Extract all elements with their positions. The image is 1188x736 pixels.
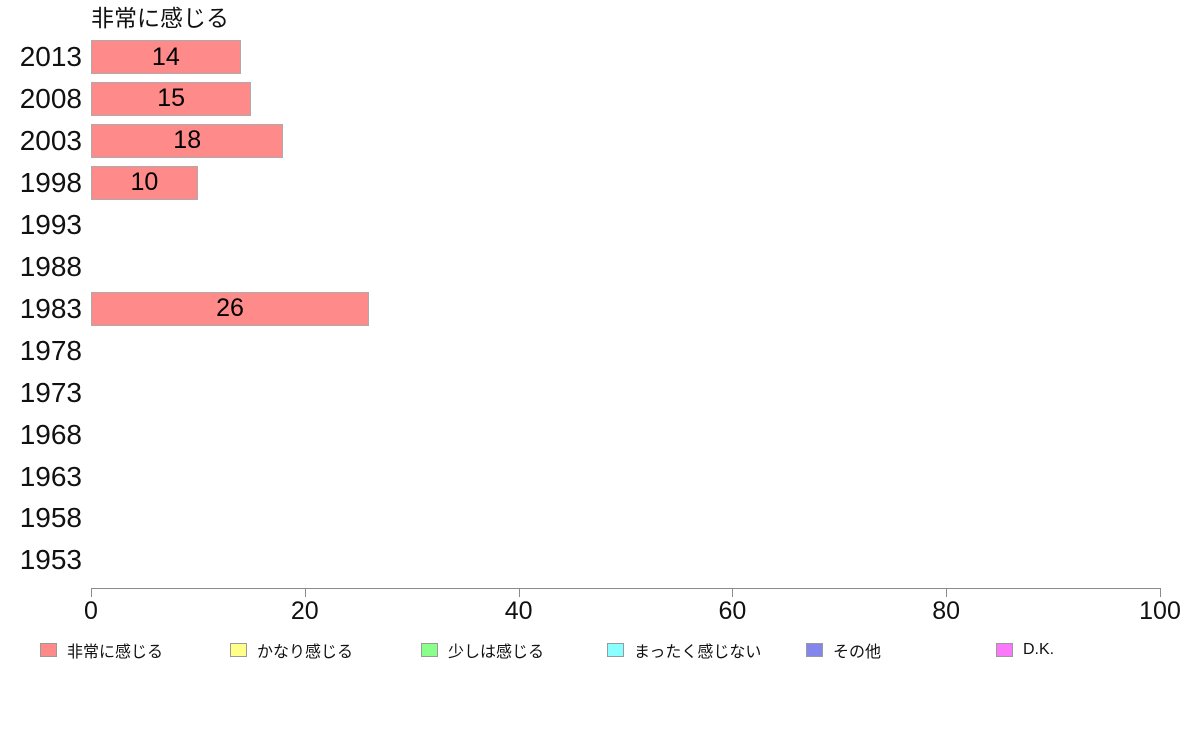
chart-row: 2008 15 — [0, 78, 1188, 120]
chart-row: 1958 — [0, 497, 1188, 539]
legend-label: 非常に感じる — [67, 644, 164, 661]
bar-value-label: 14 — [151, 42, 180, 71]
x-axis-tick-label: 80 — [932, 597, 961, 625]
legend-swatch-icon — [40, 643, 57, 657]
x-axis-tick — [732, 588, 734, 597]
legend-label: D.K. — [1023, 641, 1055, 658]
year-tick-label: 2008 — [19, 82, 82, 114]
legend-label: その他 — [833, 644, 882, 661]
bar-非常に感じる: 18 — [91, 123, 284, 158]
legend-swatch-icon — [607, 643, 624, 657]
bar-非常に感じる: 26 — [91, 291, 369, 326]
legend-swatch-icon — [421, 643, 438, 657]
x-axis-tick — [946, 588, 948, 597]
year-tick-label: 1978 — [19, 334, 82, 366]
legend: 非常に感じる かなり感じる 少しは感じる まったく感じない その他 D.K. — [0, 640, 1188, 662]
legend-label: 少しは感じる — [448, 644, 545, 661]
year-tick-label: 2003 — [19, 124, 82, 156]
chart-row: 1983 26 — [0, 288, 1188, 330]
year-tick-label: 1963 — [19, 460, 82, 492]
legend-item: 少しは感じる — [421, 640, 545, 661]
x-axis-tick — [304, 588, 306, 597]
chart-row: 2013 14 — [0, 36, 1188, 78]
year-tick-label: 1988 — [19, 250, 82, 282]
year-tick-label: 1983 — [19, 292, 82, 324]
bar-value-label: 10 — [130, 168, 159, 197]
legend-swatch-icon — [996, 643, 1013, 657]
legend-item: かなり感じる — [230, 640, 354, 661]
year-tick-label: 1953 — [19, 544, 82, 576]
x-axis-tick — [518, 588, 520, 597]
bar-value-label: 15 — [157, 84, 186, 113]
bar-value-label: 26 — [216, 294, 244, 323]
chart-row: 1993 — [0, 204, 1188, 246]
chart-row: 1968 — [0, 414, 1188, 456]
chart-row: 1973 — [0, 372, 1188, 414]
chart-row: 1963 — [0, 456, 1188, 498]
bar-非常に感じる: 14 — [91, 40, 241, 74]
chart-row: 1953 — [0, 539, 1188, 581]
chart-row: 2003 18 — [0, 120, 1188, 162]
year-tick-label: 1973 — [19, 376, 82, 408]
x-axis-tick-label: 20 — [290, 597, 319, 625]
chart-title: 非常に感じる — [91, 5, 229, 31]
year-tick-label: 1968 — [19, 418, 82, 450]
year-tick-label: 1993 — [19, 208, 82, 240]
chart-row: 1978 — [0, 330, 1188, 372]
legend-label: かなり感じる — [257, 644, 354, 661]
year-tick-label: 1998 — [19, 166, 82, 198]
bar-非常に感じる: 15 — [91, 81, 252, 116]
chart-row: 1998 10 — [0, 162, 1188, 204]
x-axis-tick-label: 60 — [718, 597, 747, 625]
legend-swatch-icon — [230, 643, 247, 657]
x-axis-tick-label: 40 — [504, 597, 533, 625]
x-axis-tick — [1160, 588, 1161, 597]
year-tick-label: 2013 — [19, 41, 82, 72]
legend-swatch-icon — [806, 643, 823, 657]
x-axis-line — [91, 588, 1161, 589]
legend-item: 非常に感じる — [40, 640, 164, 661]
x-axis-tick-label: 100 — [1139, 597, 1181, 625]
x-axis-tick-label: 0 — [84, 597, 98, 625]
legend-item: その他 — [806, 640, 882, 661]
year-tick-label: 1958 — [19, 502, 82, 534]
chart-row: 1988 — [0, 246, 1188, 288]
legend-item: D.K. — [996, 640, 1054, 660]
x-axis-tick — [91, 588, 92, 597]
bar-value-label: 18 — [173, 126, 202, 155]
legend-label: まったく感じない — [634, 644, 762, 661]
bar-非常に感じる: 10 — [91, 165, 198, 200]
legend-item: まったく感じない — [607, 640, 762, 661]
